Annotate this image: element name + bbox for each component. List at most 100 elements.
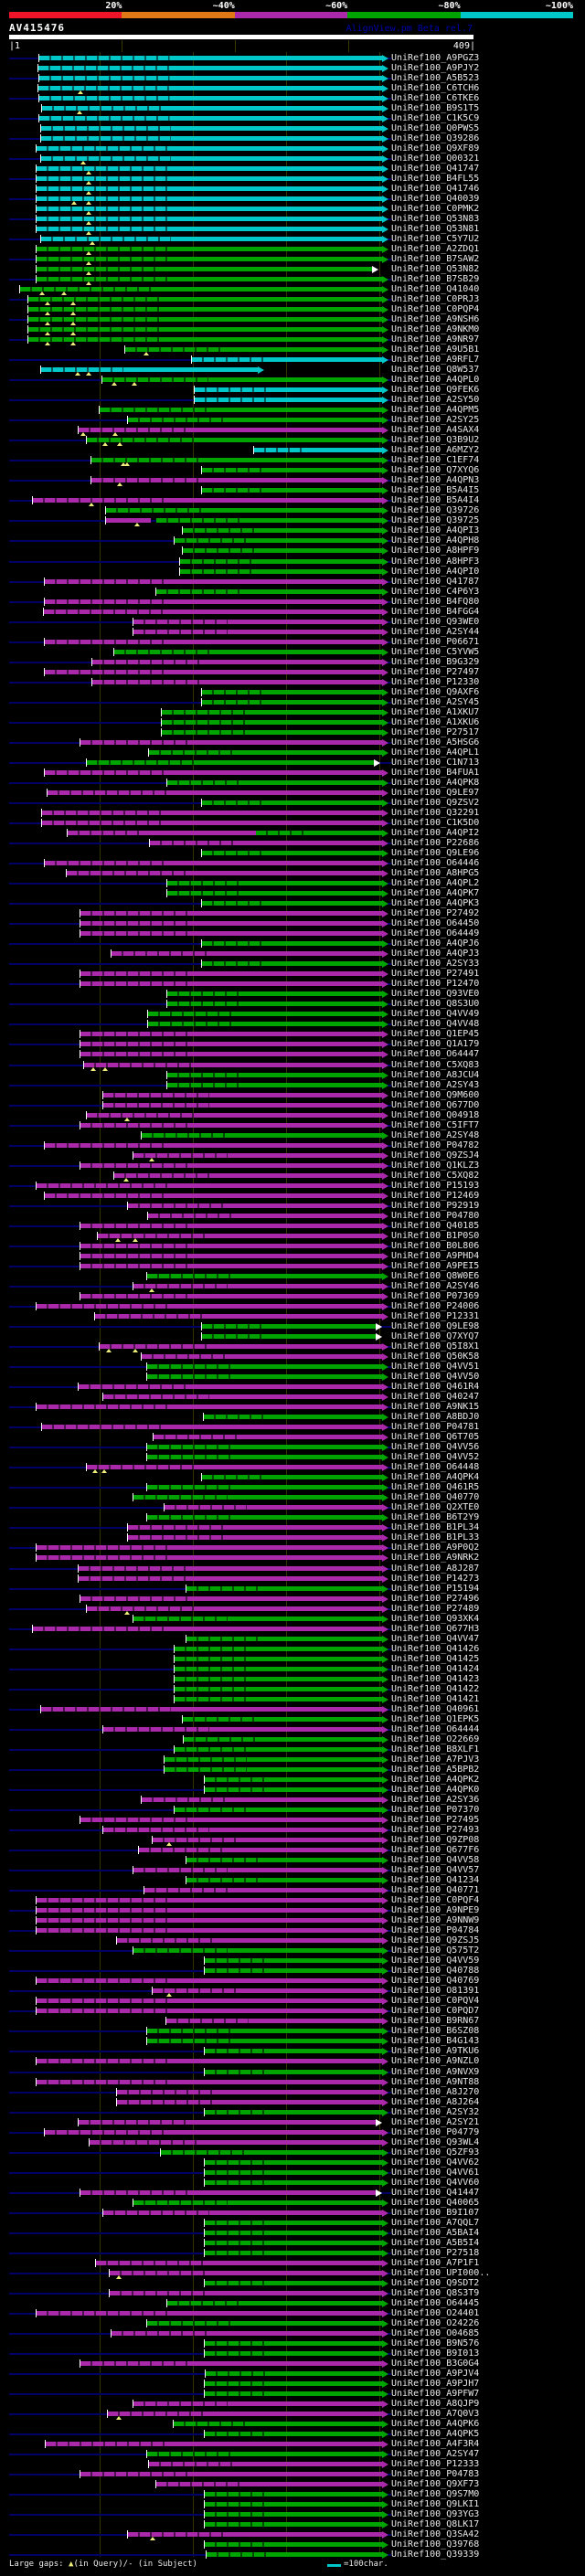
hit-label[interactable]: UniRef100_A9PEI5	[391, 1260, 480, 1271]
alignment-bar[interactable]	[36, 2310, 382, 2316]
hit-row[interactable]: UniRef100_C0PMK2	[0, 204, 585, 215]
hit-label[interactable]: UniRef100_Q677H3	[391, 1623, 480, 1634]
alignment-bar[interactable]	[41, 821, 382, 826]
hit-label[interactable]: UniRef100_Q9XF89	[391, 143, 480, 154]
hit-row[interactable]: UniRef100_Q677F6	[0, 1845, 585, 1855]
hit-label[interactable]: UniRef100_P27518	[391, 2247, 480, 2258]
alignment-bar[interactable]	[186, 1878, 382, 1883]
hit-row[interactable]: UniRef100_P07370	[0, 1805, 585, 1815]
hit-label[interactable]: UniRef100_Q4VV52	[391, 1452, 480, 1463]
alignment-bar[interactable]	[80, 921, 382, 927]
alignment-bar[interactable]	[146, 1374, 382, 1380]
hit-label[interactable]: UniRef100_A4QPK6	[391, 2419, 480, 2430]
hit-label[interactable]: UniRef100_O64444	[391, 1723, 480, 1734]
hit-label[interactable]: UniRef100_P04780	[391, 1210, 480, 1221]
hit-label[interactable]: UniRef100_P04782	[391, 1140, 480, 1150]
alignment-bar[interactable]	[89, 2139, 382, 2145]
hit-label[interactable]: UniRef100_P27496	[391, 1593, 480, 1604]
hit-row[interactable]: UniRef100_B9RN67	[0, 2016, 585, 2026]
hit-label[interactable]: UniRef100_O64449	[391, 928, 480, 939]
alignment-bar[interactable]	[194, 398, 382, 403]
alignment-bar[interactable]	[133, 1152, 382, 1158]
alignment-bar[interactable]	[80, 1293, 382, 1299]
alignment-bar[interactable]	[164, 1756, 382, 1762]
hit-label[interactable]: UniRef100_Q4VV47	[391, 1633, 480, 1644]
hit-label[interactable]: UniRef100_P07370	[391, 1804, 480, 1815]
hit-row[interactable]: UniRef100_Q41422	[0, 1684, 585, 1694]
hit-label[interactable]: UniRef100_A1XKU6	[391, 716, 480, 727]
hit-label[interactable]: UniRef100_A2SY44	[391, 626, 480, 637]
alignment-bar[interactable]	[44, 2129, 382, 2135]
alignment-bar[interactable]	[124, 347, 382, 353]
hit-label[interactable]: UniRef100_A4QPK5	[391, 2429, 480, 2440]
hit-label[interactable]: UniRef100_Q8S3T9	[391, 2287, 480, 2298]
alignment-bar[interactable]	[205, 2381, 382, 2387]
alignment-bar[interactable]	[80, 981, 382, 987]
alignment-bar[interactable]	[205, 2351, 382, 2357]
alignment-bar[interactable]	[127, 1525, 382, 1531]
hit-label[interactable]: UniRef100_Q3B9U2	[391, 435, 480, 446]
hit-label[interactable]: UniRef100_Q40769	[391, 1976, 480, 1987]
hit-row[interactable]: UniRef100_A8JCU4	[0, 1070, 585, 1080]
hit-label[interactable]: UniRef100_P92919	[391, 1200, 480, 1211]
hit-label[interactable]: UniRef100_Q50K58	[391, 1352, 480, 1362]
hit-row[interactable]: UniRef100_A9NRK2	[0, 1553, 585, 1563]
hit-label[interactable]: UniRef100_Q9FEK6	[391, 385, 480, 396]
hit-row[interactable]: UniRef100_UPI000..	[0, 2267, 585, 2279]
hit-row[interactable]: UniRef100_Q40769	[0, 1976, 585, 1986]
hit-row[interactable]: UniRef100_P27518	[0, 2248, 585, 2258]
hit-row[interactable]: UniRef100_Q4VV60	[0, 2178, 585, 2188]
hit-row[interactable]: UniRef100_Q9ZSV2	[0, 798, 585, 808]
alignment-bar[interactable]	[146, 2029, 382, 2034]
hit-label[interactable]: UniRef100_A4QPL2	[391, 878, 480, 889]
alignment-bar[interactable]	[127, 1535, 382, 1541]
hit-label[interactable]: UniRef100_Q39339	[391, 2549, 480, 2560]
hit-label[interactable]: UniRef100_Q93WL4	[391, 2136, 480, 2147]
hit-row[interactable]: UniRef100_P04781	[0, 1422, 585, 1432]
hit-row[interactable]: UniRef100_C0PQD7	[0, 2006, 585, 2016]
alignment-bar[interactable]	[27, 296, 382, 302]
hit-label[interactable]: UniRef100_Q9ZP08	[391, 1835, 480, 1846]
alignment-bar[interactable]	[164, 1505, 382, 1511]
hit-row[interactable]: UniRef100_A4QPN3	[0, 475, 585, 487]
hit-label[interactable]: UniRef100_Q40065	[391, 2197, 480, 2208]
hit-row[interactable]: UniRef100_A9NK15	[0, 1402, 585, 1412]
hit-row[interactable]: UniRef100_A9NVX9	[0, 2067, 585, 2077]
hit-row[interactable]: UniRef100_Q39339	[0, 2549, 585, 2560]
hit-row[interactable]: UniRef100_A9P0Q2	[0, 1542, 585, 1553]
alignment-bar[interactable]	[173, 2422, 382, 2427]
hit-label[interactable]: UniRef100_Q41234	[391, 1875, 480, 1886]
alignment-bar[interactable]	[205, 2220, 382, 2225]
hit-label[interactable]: UniRef100_Q677D0	[391, 1099, 480, 1110]
alignment-bar[interactable]	[133, 1495, 382, 1500]
alignment-bar[interactable]	[204, 1415, 382, 1420]
hit-row[interactable]: UniRef100_C0PQV4	[0, 1996, 585, 2006]
alignment-bar[interactable]	[144, 1888, 382, 1893]
hit-row[interactable]: UniRef100_Q3SA42	[0, 2529, 585, 2541]
alignment-bar[interactable]	[36, 256, 382, 261]
alignment-bar[interactable]	[95, 2260, 382, 2265]
hit-row[interactable]: UniRef100_Q39726	[0, 505, 585, 515]
hit-row[interactable]: UniRef100_Q41423	[0, 1674, 585, 1684]
alignment-bar[interactable]	[133, 2200, 382, 2205]
hit-label[interactable]: UniRef100_Q93YG3	[391, 2509, 480, 2520]
hit-row[interactable]: UniRef100_A4QPK8	[0, 778, 585, 788]
hit-label[interactable]: UniRef100_A2ZDQ1	[391, 243, 480, 254]
hit-row[interactable]: UniRef100_C4P6Y3	[0, 587, 585, 597]
alignment-bar[interactable]	[147, 1213, 382, 1218]
alignment-bar[interactable]	[36, 226, 382, 231]
hit-row[interactable]: UniRef100_P27493	[0, 1825, 585, 1835]
hit-row[interactable]: UniRef100_Q575T2	[0, 1945, 585, 1956]
hit-label[interactable]: UniRef100_Q3SA42	[391, 2529, 480, 2540]
hit-row[interactable]: UniRef100_A8J287	[0, 1564, 585, 1574]
hit-label[interactable]: UniRef100_UPI000..	[391, 2267, 491, 2278]
alignment-bar[interactable]	[166, 779, 382, 785]
hit-label[interactable]: UniRef100_A2SY43	[391, 1079, 480, 1090]
hit-label[interactable]: UniRef100_A5BPB2	[391, 1764, 480, 1775]
hit-label[interactable]: UniRef100_P04783	[391, 2469, 480, 2480]
hit-row[interactable]: UniRef100_P27495	[0, 1815, 585, 1825]
alignment-bar[interactable]	[146, 2452, 382, 2457]
hit-label[interactable]: UniRef100_C0PRJ3	[391, 293, 480, 304]
hit-row[interactable]: UniRef100_A7PJV3	[0, 1754, 585, 1765]
alignment-bar[interactable]	[94, 1314, 382, 1319]
